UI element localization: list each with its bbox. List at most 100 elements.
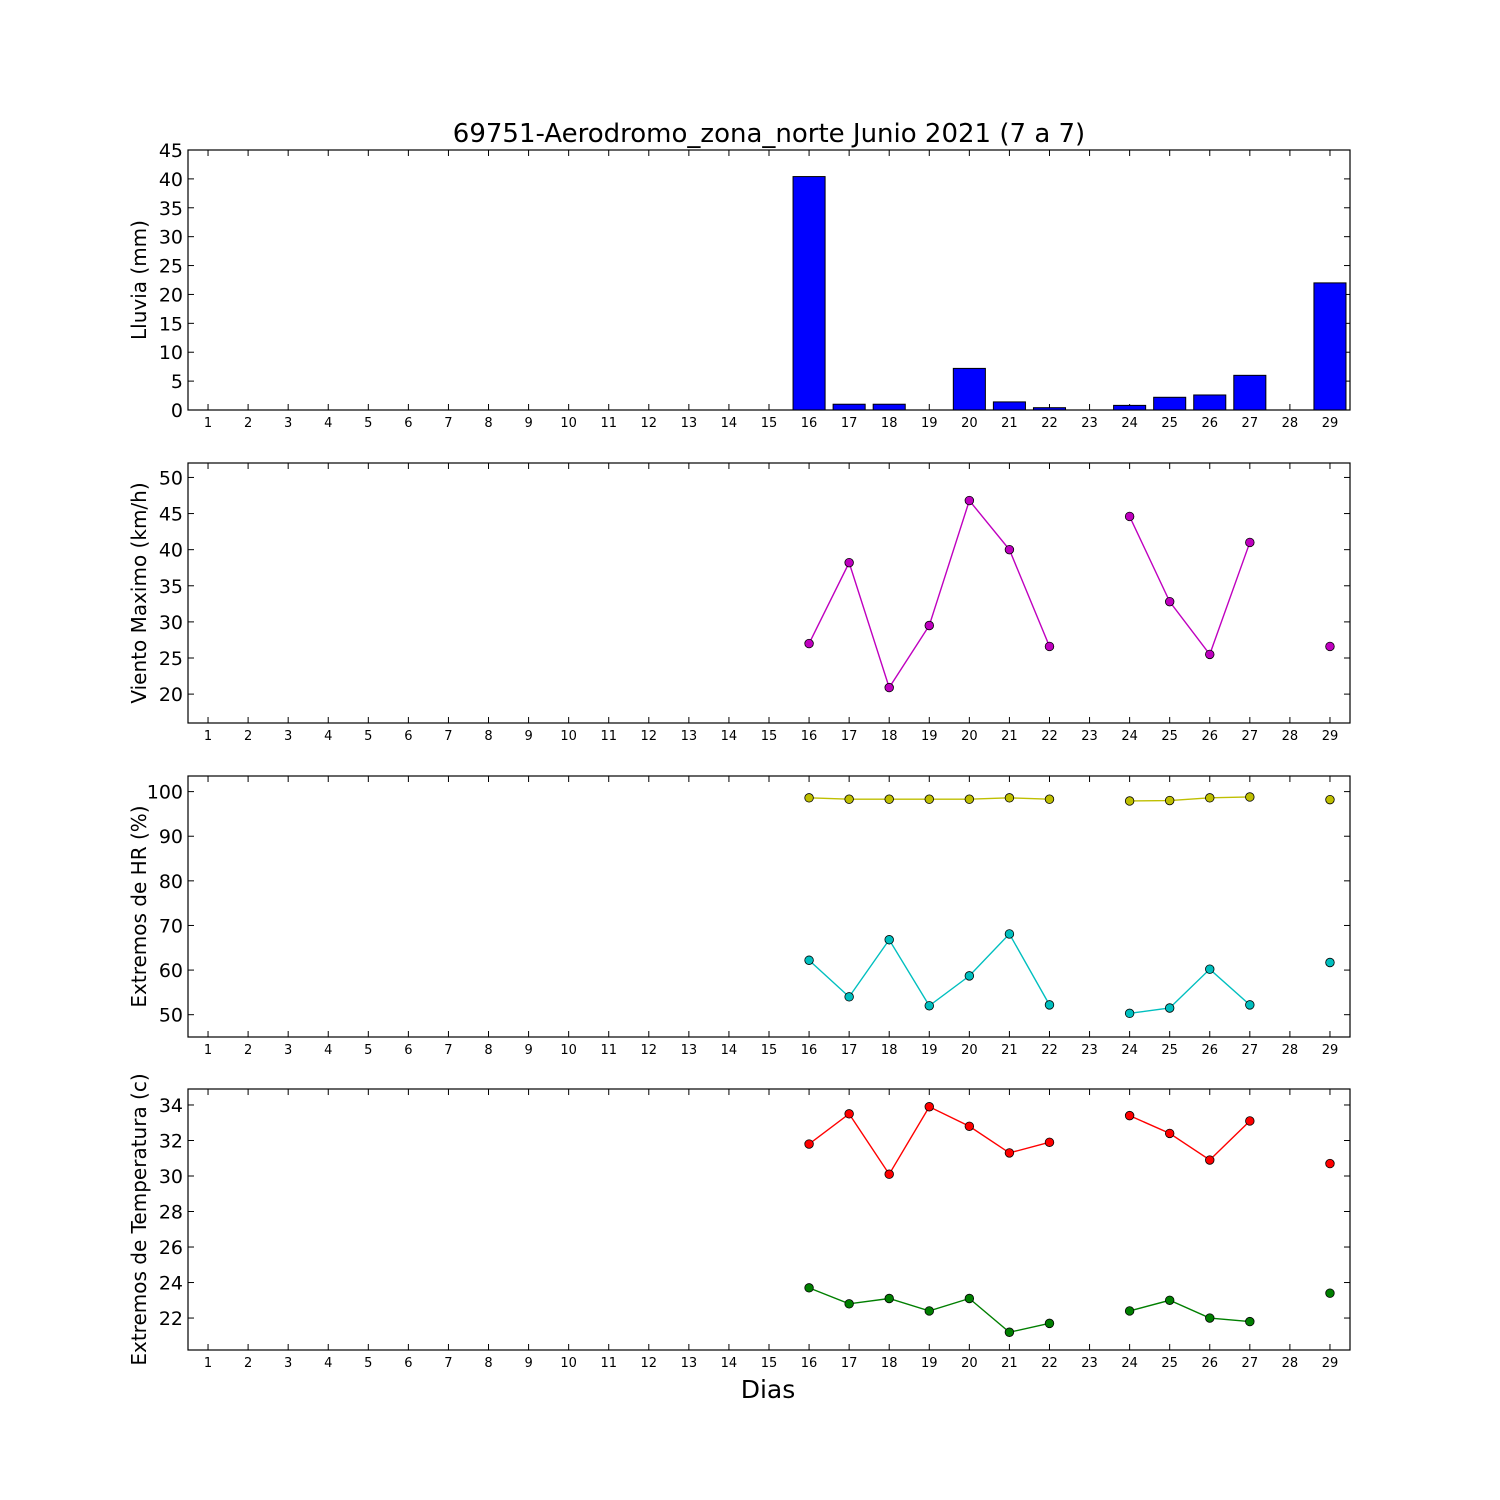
y-tick-label: 45 [159, 504, 183, 526]
x-tick-label: 14 [721, 729, 738, 744]
x-tick-label: 25 [1161, 1356, 1178, 1371]
y-tick-label: 90 [159, 826, 183, 848]
series-1-point-day-21 [1004, 1148, 1015, 1158]
x-tick-label: 22 [1041, 1356, 1058, 1371]
x-tick-label: 1 [204, 729, 212, 744]
y-tick-label: 22 [159, 1308, 183, 1330]
x-tick-label: 20 [961, 1043, 978, 1058]
x-tick-label: 8 [484, 1356, 492, 1371]
series-1-point-day-22 [1044, 1137, 1055, 1147]
x-tick-label: 8 [484, 729, 492, 744]
x-tick-label: 21 [1001, 729, 1018, 744]
series-1-point-day-17 [844, 794, 854, 804]
series-2-point-day-17 [844, 1299, 854, 1309]
x-tick-label: 2 [244, 729, 252, 744]
plot-area-frame [187, 1088, 1351, 1351]
y-tick-label: 28 [159, 1202, 183, 1224]
x-tick-label: 6 [404, 1043, 412, 1058]
x-tick-label: 9 [524, 416, 532, 431]
x-tick-label: 16 [801, 1356, 818, 1371]
series-1-point-day-18 [884, 1169, 894, 1179]
bar-day-22 [1032, 407, 1067, 411]
series-2-point-day-19 [924, 1001, 934, 1011]
series-1-point-day-19 [924, 1102, 934, 1112]
x-tick-label: 17 [841, 416, 858, 431]
y-axis-label: Viento Maximo (km/h) [127, 482, 151, 703]
series-2-point-day-29 [1325, 1288, 1335, 1298]
x-tick-label: 3 [284, 1043, 292, 1058]
series-2-point-day-16 [804, 1283, 814, 1293]
series-2-point-day-22 [1044, 1318, 1055, 1329]
series-2-point-day-25 [1164, 1295, 1175, 1305]
y-tick-label: 70 [159, 915, 183, 937]
x-tick-label: 15 [761, 1356, 778, 1371]
y-tick-label: 100 [147, 782, 183, 804]
x-tick-label: 13 [681, 1043, 698, 1058]
y-axis-label: Extremos de Temperatura (c) [127, 1073, 151, 1365]
x-tick-label: 27 [1242, 1356, 1259, 1371]
series-1-point-day-25 [1164, 1128, 1175, 1139]
series-1-point-day-24 [1124, 796, 1135, 806]
y-tick-label: 30 [159, 1166, 183, 1188]
x-tick-label: 25 [1161, 1043, 1178, 1058]
x-tick-label: 1 [204, 1043, 212, 1058]
bar-day-21 [992, 401, 1026, 411]
x-tick-label: 18 [881, 729, 898, 744]
series-1-point-day-25 [1164, 795, 1175, 806]
x-tick-label: 21 [1001, 1043, 1018, 1058]
series-1-line [1128, 516, 1251, 656]
series-1-point-day-21 [1004, 793, 1015, 803]
y-tick-label: 50 [159, 467, 183, 489]
x-tick-label: 6 [404, 416, 412, 431]
bar-day-27 [1233, 374, 1267, 411]
x-tick-label: 1 [204, 416, 212, 431]
series-2-point-day-20 [964, 971, 975, 981]
x-tick-label: 7 [444, 416, 452, 431]
x-tick-label: 19 [921, 729, 938, 744]
bar-day-18 [872, 403, 906, 411]
x-tick-label: 10 [560, 1356, 577, 1371]
x-tick-label: 1 [204, 1356, 212, 1371]
bar-day-25 [1153, 396, 1187, 411]
series-1-point-day-18 [884, 682, 894, 693]
x-tick-label: 7 [444, 1356, 452, 1371]
series-2-point-day-27 [1245, 1316, 1255, 1327]
x-tick-label: 4 [324, 729, 332, 744]
y-tick-label: 5 [171, 371, 183, 393]
x-tick-label: 11 [600, 1356, 617, 1371]
series-1-point-day-22 [1044, 641, 1055, 652]
series-1-point-day-26 [1205, 1155, 1215, 1165]
x-tick-label: 10 [560, 416, 577, 431]
x-tick-label: 26 [1201, 416, 1218, 431]
series-2-point-day-29 [1325, 957, 1335, 968]
y-tick-label: 24 [159, 1273, 183, 1295]
series-2-point-day-26 [1205, 1313, 1215, 1323]
x-tick-label: 26 [1201, 1043, 1218, 1058]
x-tick-label: 13 [681, 1356, 698, 1371]
x-tick-label: 18 [881, 1043, 898, 1058]
x-tick-label: 22 [1041, 416, 1058, 431]
series-1-line [1129, 796, 1250, 802]
x-tick-label: 24 [1121, 1356, 1138, 1371]
x-tick-label: 21 [1001, 1356, 1018, 1371]
x-tick-label: 23 [1081, 729, 1098, 744]
x-tick-label: 28 [1282, 1043, 1299, 1058]
series-2-line [1129, 1299, 1250, 1323]
x-tick-label: 24 [1121, 1043, 1138, 1058]
series-1-point-day-26 [1205, 649, 1215, 660]
x-tick-label: 21 [1001, 416, 1018, 431]
x-tick-label: 4 [324, 1356, 332, 1371]
y-tick-label: 25 [159, 648, 183, 670]
x-tick-label: 2 [244, 416, 252, 431]
series-1-point-day-26 [1205, 793, 1215, 803]
x-tick-label: 6 [404, 729, 412, 744]
x-tick-label: 29 [1322, 729, 1339, 744]
x-tick-label: 14 [721, 1356, 738, 1371]
bar-day-29 [1313, 282, 1347, 411]
series-1-point-day-20 [964, 495, 975, 506]
x-tick-label: 28 [1282, 416, 1299, 431]
x-tick-label: 26 [1201, 1356, 1218, 1371]
